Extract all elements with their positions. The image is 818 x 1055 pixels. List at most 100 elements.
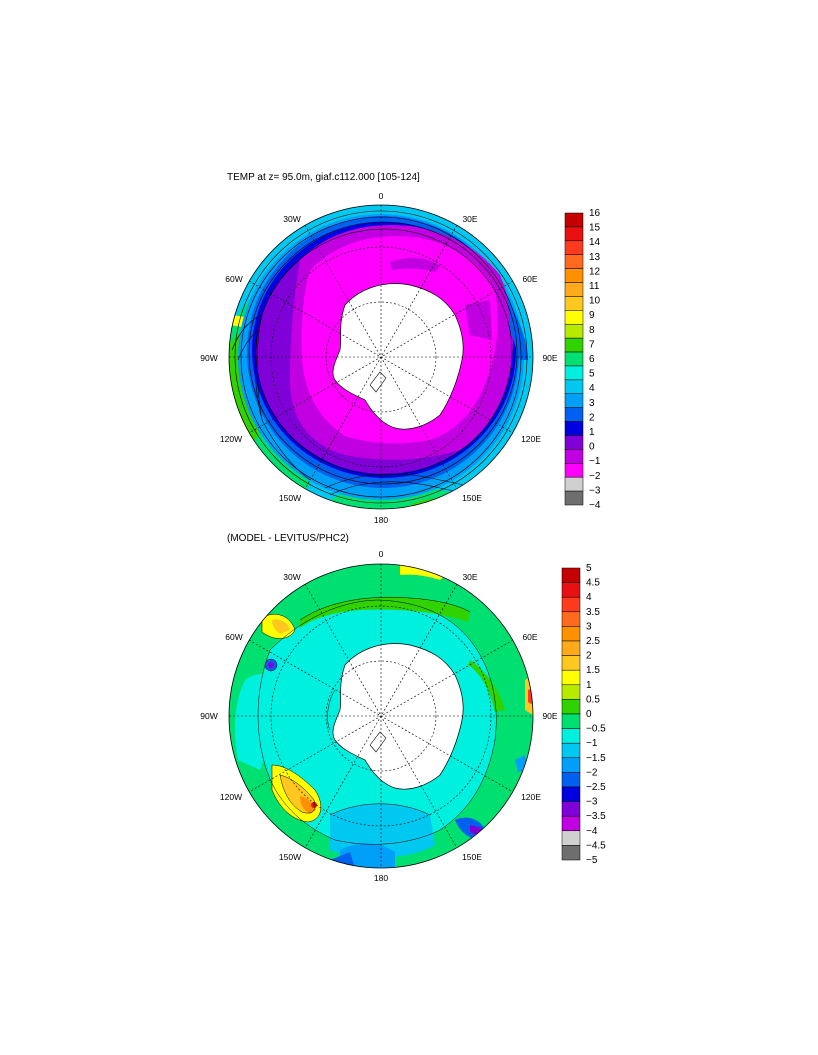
colorbar-tick-label: −0.5	[586, 724, 606, 735]
colorbar-tick-label: −2	[589, 471, 601, 482]
colorbar-swatch	[561, 801, 581, 817]
colorbar-tick-label: −4	[586, 826, 598, 837]
colorbar-swatch	[564, 463, 584, 478]
colorbar-tick-label: 3	[586, 621, 592, 632]
colorbar-swatch	[564, 337, 584, 353]
panel2-colorbar: 5 4.5 4 3.5 3 2.5 2 1.5 1 0.5 0 −0.5 −1 −1.5 −2 −2.5 −3 −…	[561, 563, 606, 866]
colorbar-tick-label: 11	[589, 281, 600, 292]
colorbar-tick-label: 2	[589, 412, 595, 423]
lon-label-90e: 90E	[542, 711, 557, 721]
lon-label-60w: 60W	[225, 274, 242, 284]
colorbar-swatch	[561, 845, 581, 861]
lon-label-180: 180	[374, 515, 388, 525]
colorbar-swatch	[564, 449, 584, 464]
colorbar-tick-label: 1.5	[586, 665, 600, 676]
colorbar-swatch	[561, 772, 581, 788]
lon-label-90w: 90W	[200, 353, 217, 363]
panel1-title: TEMP at z= 95.0m, giaf.c112.000 [105-124…	[227, 172, 420, 183]
lon-label-120e: 120E	[521, 792, 541, 802]
colorbar-tick-label: −4.5	[586, 840, 606, 851]
colorbar-swatch	[564, 268, 584, 283]
colorbar-swatch	[564, 212, 584, 228]
lon-label-30e: 30E	[462, 214, 477, 224]
colorbar-tick-label: −1	[589, 456, 601, 467]
colorbar-swatch	[561, 815, 581, 832]
lon-label-120w: 120W	[220, 434, 242, 444]
colorbar-tick-label: 5	[589, 369, 595, 380]
colorbar-tick-label: 1	[589, 427, 595, 438]
colorbar-swatch	[561, 699, 581, 715]
colorbar-tick-label: −3.5	[586, 811, 606, 822]
panel2-map: 0 30W 30E 60W 60E 90W 90E 120W 120E 150W…	[200, 549, 606, 883]
colorbar-tick-label: −5	[586, 855, 598, 866]
colorbar-tick-label: 2	[586, 651, 592, 662]
colorbar-swatch	[564, 310, 584, 325]
temp-field	[229, 205, 533, 509]
lon-label-150w: 150W	[279, 852, 301, 862]
colorbar-swatch	[564, 490, 584, 506]
colorbar-tick-label: 6	[589, 354, 595, 365]
lon-label-0: 0	[379, 549, 384, 559]
colorbar-swatch	[564, 226, 584, 242]
colorbar-swatch	[561, 830, 581, 846]
colorbar-swatch	[564, 240, 584, 255]
colorbar-tick-label: −3	[589, 485, 601, 496]
colorbar-swatch	[564, 435, 584, 450]
colorbar-tick-label: −2.5	[586, 782, 606, 793]
colorbar-tick-label: 12	[589, 266, 601, 277]
lon-label-30w: 30W	[283, 214, 300, 224]
colorbar-swatch	[561, 684, 581, 700]
colorbar-tick-label: 4.5	[586, 578, 600, 589]
colorbar-tick-label: 3	[589, 398, 595, 409]
colorbar-swatch	[561, 582, 581, 598]
colorbar-swatch	[564, 351, 584, 367]
lon-label-30w: 30W	[283, 572, 300, 582]
colorbar-tick-label: 2.5	[586, 636, 600, 647]
colorbar-tick-label: 0	[589, 442, 595, 453]
colorbar-swatch	[564, 421, 584, 436]
colorbar-swatch	[561, 786, 581, 802]
colorbar-tick-label: 3.5	[586, 607, 600, 618]
colorbar-swatch	[561, 655, 581, 671]
colorbar-swatch	[561, 596, 581, 613]
colorbar-tick-label: 10	[589, 296, 601, 307]
colorbar-tick-label: −4	[589, 500, 601, 511]
lon-label-150e: 150E	[462, 493, 482, 503]
lon-label-90e: 90E	[542, 353, 557, 363]
colorbar-swatch	[561, 669, 581, 686]
colorbar-swatch	[561, 611, 581, 627]
colorbar-swatch	[561, 567, 581, 583]
colorbar-tick-label: 13	[589, 252, 601, 263]
lon-label-150w: 150W	[279, 493, 301, 503]
lon-label-0: 0	[379, 191, 384, 201]
colorbar-swatch	[564, 296, 584, 311]
colorbar-swatch	[561, 728, 581, 744]
panel2-title: (MODEL - LEVITUS/PHC2)	[227, 533, 349, 544]
lon-label-60e: 60E	[522, 274, 537, 284]
colorbar-tick-label: 14	[589, 237, 601, 248]
colorbar-swatch	[564, 379, 584, 395]
lon-label-90w: 90W	[200, 711, 217, 721]
lon-label-150e: 150E	[462, 852, 482, 862]
colorbar-tick-label: −3	[586, 797, 598, 808]
colorbar-swatch	[564, 254, 584, 269]
colorbar-swatch	[564, 365, 584, 381]
colorbar-swatch	[561, 742, 581, 759]
colorbar-swatch	[564, 282, 584, 297]
colorbar-swatch	[564, 407, 584, 422]
panel1-map: 0 30W 30E 60W 60E 90W 90E 120W 120E 150W…	[200, 191, 601, 525]
lon-label-120w: 120W	[220, 792, 242, 802]
colorbar-tick-label: −2	[586, 767, 598, 778]
colorbar-tick-label: 4	[589, 383, 595, 394]
colorbar-tick-label: 15	[589, 223, 601, 234]
colorbar-tick-label: −1.5	[586, 753, 606, 764]
colorbar-tick-label: 7	[589, 339, 595, 350]
lon-label-180: 180	[374, 873, 388, 883]
lon-label-60e: 60E	[522, 632, 537, 642]
lon-label-60w: 60W	[225, 632, 242, 642]
colorbar-tick-label: 0.5	[586, 694, 600, 705]
colorbar-swatch	[564, 323, 584, 339]
colorbar-tick-label: 8	[589, 325, 595, 336]
colorbar-tick-label: 0	[586, 709, 592, 720]
